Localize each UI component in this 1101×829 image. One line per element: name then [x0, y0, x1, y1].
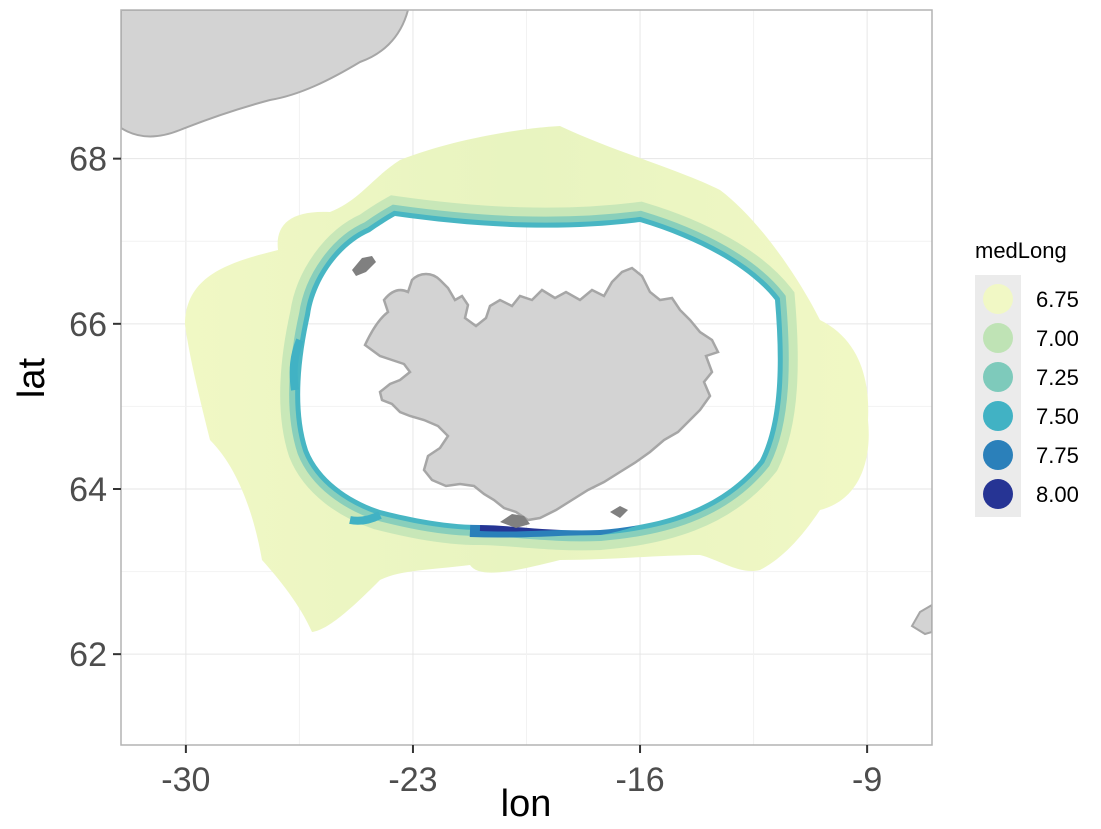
y-tick-label: 66 — [69, 306, 107, 344]
y-tick-label: 64 — [69, 471, 107, 509]
legend-label: 7.50 — [1036, 404, 1079, 429]
coastal-dark-patch — [352, 256, 376, 276]
legend: medLong 6.75 7.00 7.25 7.50 7.75 8.00 — [962, 228, 1101, 525]
x-tick-label: -16 — [615, 761, 664, 799]
legend-swatch — [983, 401, 1013, 431]
x-axis-title: lon — [501, 783, 552, 825]
x-tick-label: -9 — [852, 761, 882, 799]
legend-swatch — [983, 284, 1013, 314]
legend-label: 7.25 — [1036, 365, 1079, 390]
legend-label: 7.75 — [1036, 443, 1079, 468]
legend-label: 7.00 — [1036, 326, 1079, 351]
legend-label: 6.75 — [1036, 287, 1079, 312]
legend-title: medLong — [975, 238, 1067, 263]
y-tick-label: 62 — [69, 636, 107, 674]
faroe-land — [910, 603, 932, 636]
legend-swatch — [983, 479, 1013, 509]
panel-border — [120, 9, 933, 746]
legend-label: 8.00 — [1036, 482, 1079, 507]
legend-key-background — [975, 275, 1021, 517]
coastal-dark-patch — [610, 506, 628, 518]
y-axis: 62 64 66 68 — [69, 141, 121, 674]
x-axis: -30 -23 -16 -9 — [161, 745, 882, 799]
x-tick-label: -23 — [388, 761, 437, 799]
legend-swatch — [983, 323, 1013, 353]
coastal-dark-patch — [500, 514, 530, 528]
y-tick-label: 68 — [69, 141, 107, 179]
legend-swatch — [983, 440, 1013, 470]
x-tick-label: -30 — [161, 761, 210, 799]
y-axis-title: lat — [11, 357, 53, 398]
legend-swatch — [983, 362, 1013, 392]
iceland-land — [363, 266, 720, 522]
